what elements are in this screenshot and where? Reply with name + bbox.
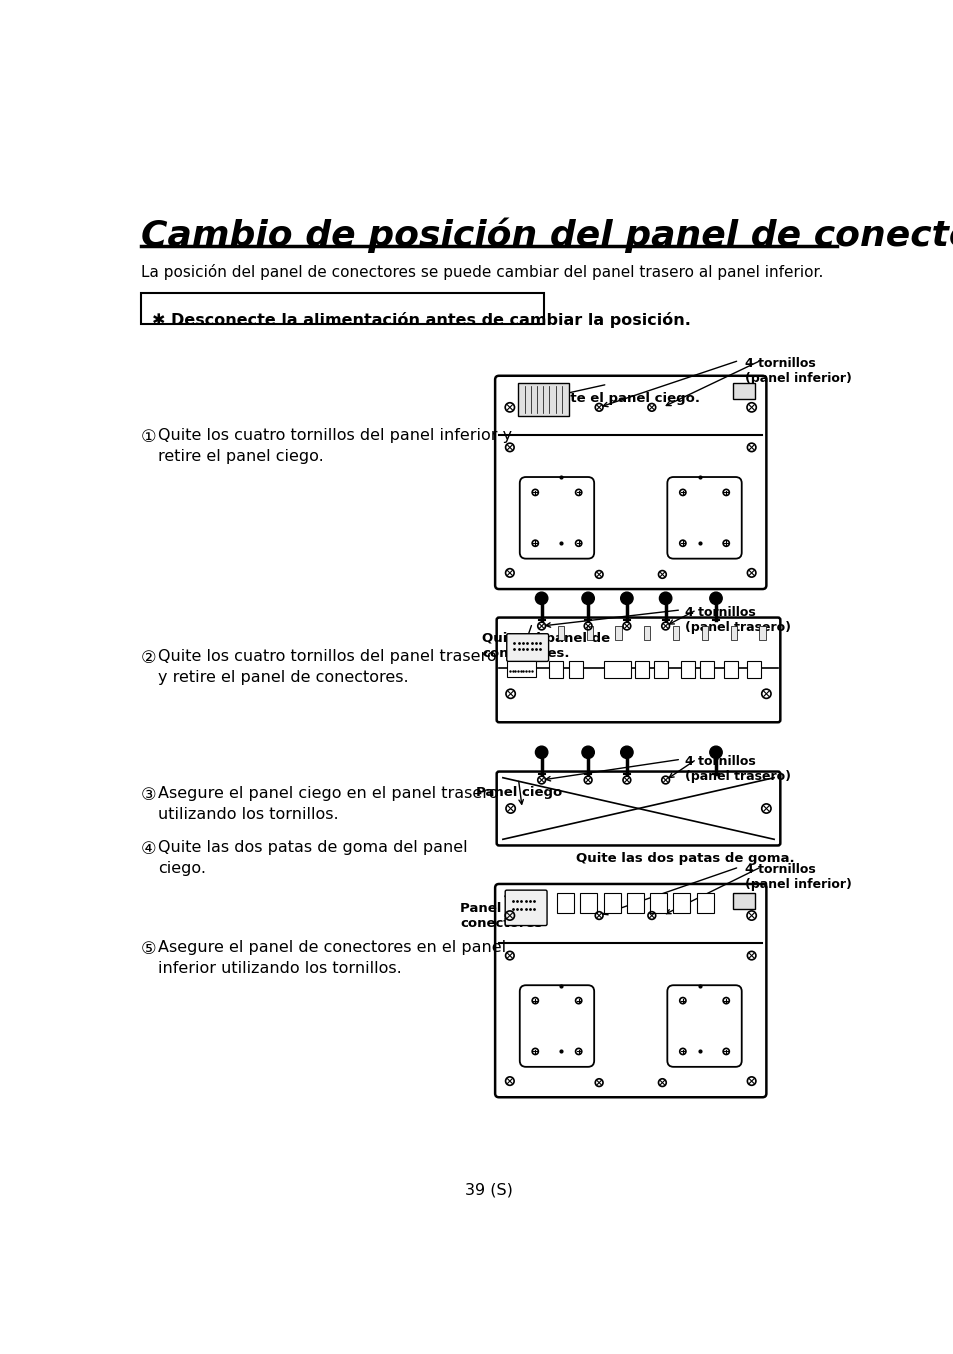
FancyBboxPatch shape [519, 986, 594, 1067]
Text: Quite los cuatro tornillos del panel inferior y
retire el panel ciego.: Quite los cuatro tornillos del panel inf… [158, 428, 512, 464]
Bar [672, 626, 679, 640]
Text: Quite los cuatro tornillos del panel trasero
y retire el panel de conectores.: Quite los cuatro tornillos del panel tra… [158, 649, 497, 685]
Text: Panel de
conectores: Panel de conectores [459, 902, 542, 930]
Text: ✱ Desconecte la alimentación antes de cambiar la posición.: ✱ Desconecte la alimentación antes de ca… [152, 311, 690, 328]
Bar [649, 894, 666, 913]
FancyBboxPatch shape [506, 634, 548, 662]
FancyBboxPatch shape [667, 986, 740, 1067]
Bar [732, 894, 754, 909]
Text: Quite el panel ciego.: Quite el panel ciego. [545, 391, 700, 405]
Bar [701, 626, 707, 640]
Circle shape [620, 592, 633, 604]
Bar [506, 662, 536, 677]
Text: 4 tornillos
(panel trasero): 4 tornillos (panel trasero) [684, 607, 790, 634]
Bar [732, 383, 754, 399]
Bar [579, 894, 597, 913]
Bar [643, 626, 650, 640]
FancyBboxPatch shape [505, 890, 546, 926]
Bar [603, 894, 620, 913]
Bar [696, 894, 713, 913]
Bar [615, 626, 621, 640]
FancyBboxPatch shape [497, 772, 780, 845]
Bar [746, 662, 760, 678]
Text: 4 tornillos
(panel inferior): 4 tornillos (panel inferior) [744, 356, 851, 385]
Bar [517, 383, 568, 416]
Text: 4 tornillos
(panel trasero): 4 tornillos (panel trasero) [684, 756, 790, 784]
Bar [634, 662, 648, 678]
FancyBboxPatch shape [667, 477, 740, 559]
FancyBboxPatch shape [519, 477, 594, 559]
Text: ④: ④ [141, 839, 156, 858]
Bar [558, 626, 563, 640]
Circle shape [535, 746, 547, 758]
Text: La posición del panel de conectores se puede cambiar del panel trasero al panel : La posición del panel de conectores se p… [141, 264, 822, 280]
Circle shape [709, 592, 721, 604]
FancyBboxPatch shape [495, 376, 765, 589]
Bar [557, 894, 574, 913]
Text: Quite las dos patas de goma.: Quite las dos patas de goma. [576, 852, 794, 865]
Bar [141, 294, 543, 324]
Circle shape [535, 592, 547, 604]
FancyBboxPatch shape [497, 617, 780, 722]
Text: ③: ③ [141, 787, 156, 804]
Circle shape [709, 746, 721, 758]
Text: ①: ① [141, 428, 156, 445]
Text: Quite las dos patas de goma del panel
ciego.: Quite las dos patas de goma del panel ci… [158, 839, 467, 876]
Text: ⑤: ⑤ [141, 940, 156, 959]
Bar [586, 626, 592, 640]
Bar [568, 662, 582, 678]
Text: Cambio de posición del panel de conectores: Cambio de posición del panel de conector… [141, 218, 953, 253]
Bar [730, 626, 736, 640]
Bar [603, 662, 630, 678]
Bar [654, 662, 667, 678]
Text: Asegure el panel ciego en el panel trasero
utilizando los tornillos.: Asegure el panel ciego en el panel trase… [158, 787, 497, 822]
Bar [700, 662, 714, 678]
Circle shape [581, 592, 594, 604]
Circle shape [659, 592, 671, 604]
Bar [673, 894, 690, 913]
Text: Asegure el panel de conectores en el panel
inferior utilizando los tornillos.: Asegure el panel de conectores en el pan… [158, 940, 506, 976]
Circle shape [620, 746, 633, 758]
Text: ②: ② [141, 649, 156, 668]
Bar [680, 662, 695, 678]
Text: Panel ciego: Panel ciego [476, 787, 561, 799]
Text: 39 (S): 39 (S) [464, 1183, 513, 1198]
Bar [626, 894, 643, 913]
FancyBboxPatch shape [495, 884, 765, 1097]
Bar [759, 626, 765, 640]
Circle shape [581, 746, 594, 758]
Text: Quite el panel de
conectores.: Quite el panel de conectores. [481, 632, 609, 661]
Text: 4 tornillos
(panel inferior): 4 tornillos (panel inferior) [744, 864, 851, 891]
Bar [549, 662, 562, 678]
Bar [723, 662, 737, 678]
